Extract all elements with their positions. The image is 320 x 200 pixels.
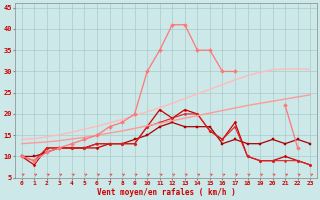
X-axis label: Vent moyen/en rafales ( km/h ): Vent moyen/en rafales ( km/h )	[97, 188, 236, 197]
